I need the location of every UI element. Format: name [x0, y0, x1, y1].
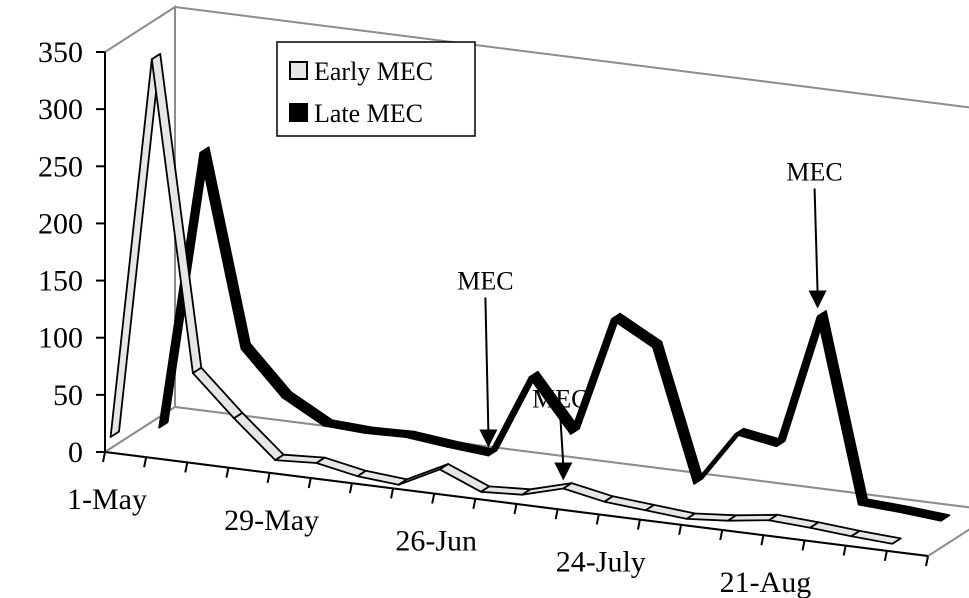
x-tick — [595, 514, 600, 525]
annotation-label: MEC — [457, 267, 513, 296]
y-tick-label: 0 — [68, 436, 83, 469]
x-tick — [636, 519, 641, 530]
legend: Early MEC Late MEC — [276, 41, 476, 137]
x-tick — [225, 467, 230, 478]
x-tick — [348, 483, 353, 494]
x-tick — [431, 493, 436, 504]
legend-swatch-late — [289, 103, 308, 122]
x-axis: 1-May 29-May 26-Jun 24-July 21-Aug — [67, 451, 929, 598]
x-tick — [554, 509, 559, 520]
x-tick — [184, 462, 189, 473]
x-tick — [801, 540, 806, 551]
ribbon-segment — [899, 505, 951, 522]
annotation-mec: MEC — [532, 384, 588, 481]
annotation-arrow-shaft — [559, 415, 565, 465]
y-tick-label: 200 — [38, 207, 83, 240]
y-tick-label: 50 — [53, 379, 83, 412]
x-tick — [266, 472, 271, 483]
x-tick — [102, 451, 106, 463]
y-tick-label: 350 — [38, 36, 83, 69]
ribbon-segment — [850, 530, 902, 545]
x-tick — [472, 498, 477, 509]
legend-swatch-early — [289, 61, 308, 80]
annotation-label: MEC — [532, 384, 588, 413]
x-tick — [678, 524, 683, 535]
x-tick — [842, 545, 847, 556]
y-axis: 0 50 100 150 200 250 300 350 — [38, 36, 106, 469]
x-tick-label: 24-July — [556, 545, 646, 578]
series-late-mec — [158, 146, 951, 522]
annotation-mec: MEC — [786, 158, 843, 309]
y-tick-label: 100 — [38, 322, 83, 355]
legend-label-early: Early MEC — [314, 57, 433, 86]
annotation-arrow-head — [554, 462, 573, 481]
annotation-mec: MEC — [457, 267, 514, 448]
x-tick-label: 26-Jun — [395, 525, 477, 558]
x-tick — [143, 457, 148, 468]
x-tick — [719, 529, 724, 541]
x-tick-label: 21-Aug — [720, 566, 812, 598]
legend-label-late: Late MEC — [314, 99, 423, 128]
annotation-label: MEC — [786, 158, 842, 187]
legend-box — [276, 41, 476, 137]
y-tick-label: 250 — [38, 150, 83, 183]
y-tick-label: 150 — [38, 265, 83, 298]
annotation-layer: MEC MEC MEC — [457, 158, 843, 481]
annotation-arrow-shaft — [484, 297, 490, 432]
annotation-arrow-head — [479, 429, 498, 448]
x-tick-label: 29-May — [224, 504, 319, 537]
x-tick — [307, 477, 312, 489]
x-tick — [760, 535, 765, 546]
y-tick-label: 300 — [38, 93, 83, 126]
series-early-mec — [109, 53, 902, 545]
x-tick — [513, 503, 518, 515]
x-tick-label: 1-May — [67, 483, 147, 516]
series-layer — [109, 53, 951, 545]
x-tick — [390, 488, 395, 499]
annotation-arrow-head — [808, 290, 827, 309]
x-tick — [925, 555, 929, 567]
x-tick — [883, 550, 888, 561]
annotation-arrow-shaft — [813, 188, 819, 293]
